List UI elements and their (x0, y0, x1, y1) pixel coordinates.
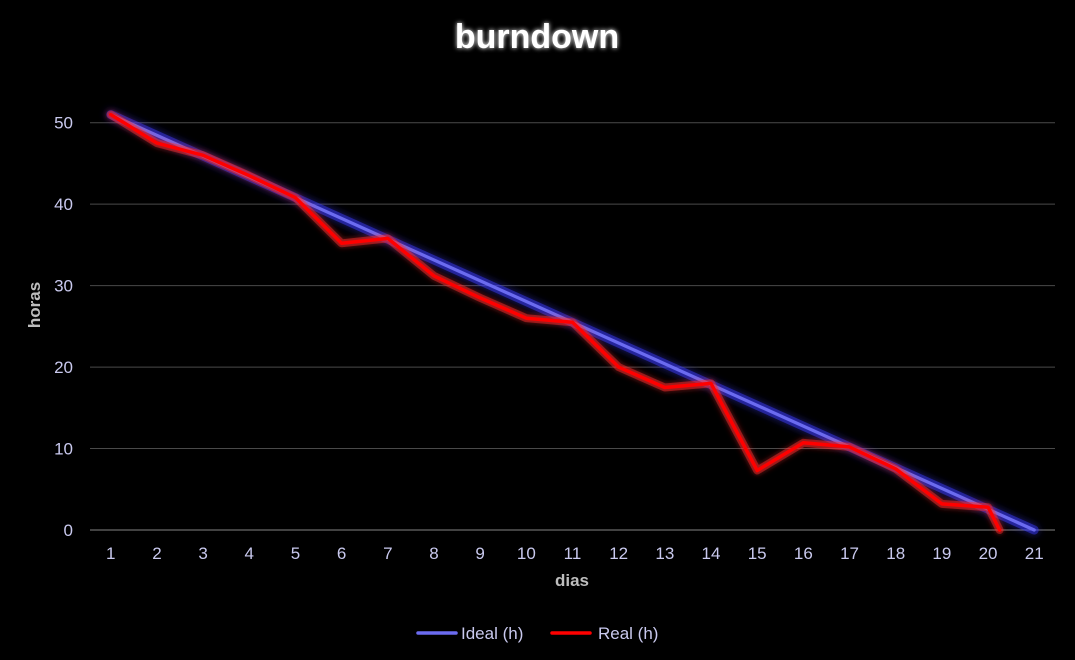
y-tick-label: 50 (54, 114, 73, 133)
legend-label: Real (h) (598, 624, 658, 643)
x-tick-label: 15 (748, 544, 767, 563)
y-tick-label: 30 (54, 277, 73, 296)
y-tick-label: 0 (64, 521, 73, 540)
x-tick-label: 8 (429, 544, 438, 563)
x-axis-ticks: 1 2 3 4 5 6 7 8 9 10 11 12 13 14 15 16 17 18 19 20 21 (106, 544, 1044, 563)
x-tick-label: 16 (794, 544, 813, 563)
x-tick-label: 18 (886, 544, 905, 563)
x-tick-label: 21 (1025, 544, 1044, 563)
x-tick-label: 3 (198, 544, 207, 563)
chart-title: burndown (455, 18, 619, 56)
y-axis-ticks: 0 10 20 30 40 50 (54, 114, 73, 540)
x-tick-label: 1 (106, 544, 115, 563)
y-tick-label: 10 (54, 440, 73, 459)
legend: Ideal (h) Real (h) (416, 624, 658, 643)
x-tick-label: 10 (517, 544, 536, 563)
grid-lines (90, 122, 1055, 531)
x-tick-label: 11 (564, 544, 582, 563)
x-tick-label: 20 (979, 544, 998, 563)
legend-label: Ideal (h) (461, 624, 523, 643)
x-tick-label: 7 (383, 544, 392, 563)
x-axis-label: dias (555, 571, 589, 590)
x-tick-label: 13 (655, 544, 674, 563)
x-tick-label: 5 (291, 544, 300, 563)
x-tick-label: 12 (609, 544, 628, 563)
series-line-1 (109, 112, 1002, 532)
x-tick-label: 19 (932, 544, 951, 563)
x-tick-label: 14 (702, 544, 721, 563)
x-tick-label: 2 (152, 544, 161, 563)
x-tick-label: 17 (840, 544, 859, 563)
x-tick-label: 4 (245, 544, 254, 563)
x-tick-label: 9 (475, 544, 484, 563)
y-axis-label: horas (25, 282, 44, 328)
x-tick-label: 6 (337, 544, 346, 563)
y-tick-label: 40 (54, 195, 73, 214)
y-tick-label: 20 (54, 358, 73, 377)
series-lines (106, 110, 1039, 535)
